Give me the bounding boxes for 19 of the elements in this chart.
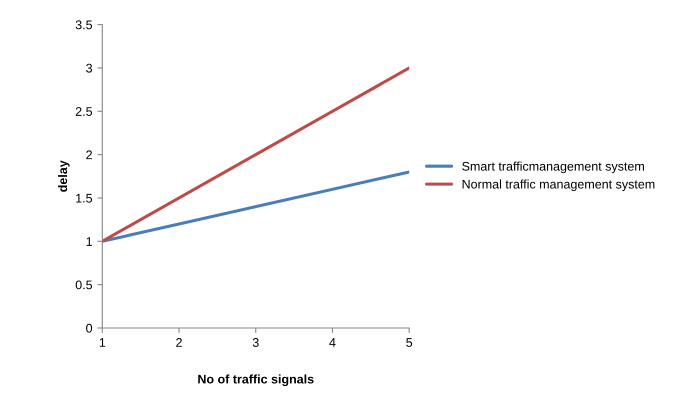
y-tick-label: 2.5 [76, 107, 92, 116]
x-axis-title: No of traffic signals [198, 374, 314, 386]
x-tick-label: 5 [406, 338, 412, 347]
y-tick-label: 3.5 [76, 20, 92, 30]
legend-label: Smart trafficmanagement system [462, 162, 644, 174]
y-tick-label: 3 [86, 64, 92, 73]
x-tick-label: 1 [100, 338, 106, 347]
legend-label: Normal traffic management system [462, 179, 654, 192]
x-tick-label: 4 [329, 338, 336, 347]
line-series [102, 170, 410, 243]
y-tick-label: 2 [86, 150, 92, 160]
x-tick-label: 3 [252, 338, 259, 347]
y-tick-label: 0 [86, 324, 92, 333]
y-tick-label: 0.5 [76, 280, 92, 290]
y-tick-label: 1 [86, 237, 92, 246]
y-axis-title: delay [58, 160, 70, 192]
line-series [102, 66, 410, 243]
x-tick-label: 2 [176, 338, 182, 347]
y-tick-label: 1.5 [76, 194, 92, 203]
